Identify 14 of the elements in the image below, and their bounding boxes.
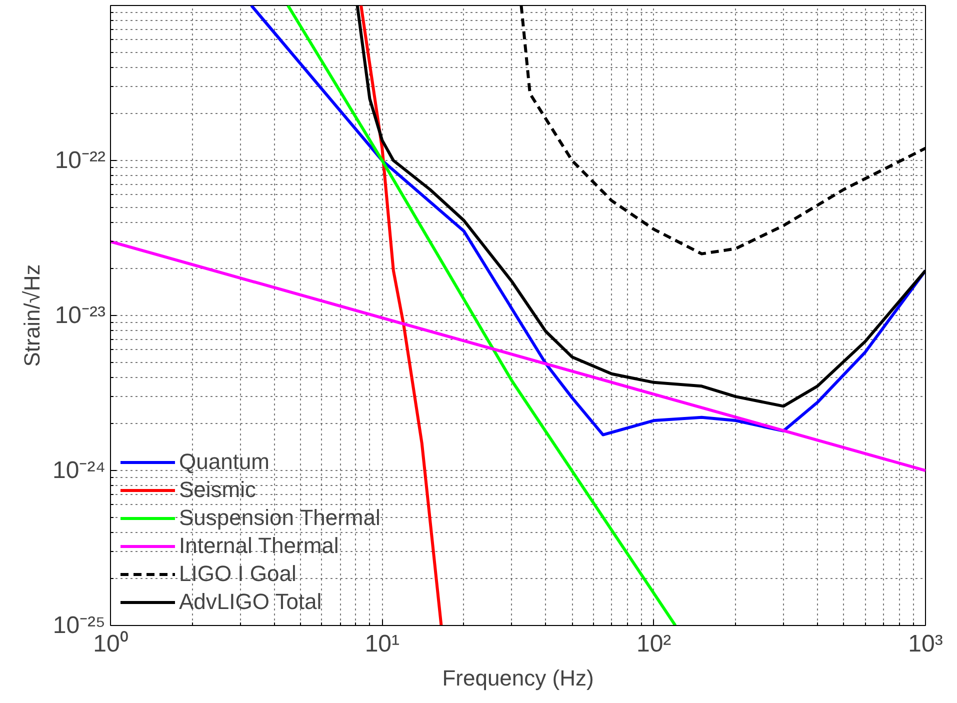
legend-label: Suspension Thermal	[179, 505, 380, 531]
legend-label: Seismic	[179, 477, 256, 503]
y-tick-label: 10⁻²²	[54, 147, 106, 174]
y-axis-title: Strain/√Hz	[20, 264, 44, 367]
y-tick-label: 10⁻²⁴	[52, 457, 106, 484]
legend-label: Quantum	[179, 449, 270, 475]
x-tick-label: 10¹	[364, 630, 400, 658]
legend-label: Internal Thermal	[179, 533, 339, 559]
x-axis-title: Frequency (Hz)	[442, 666, 594, 690]
legend-label: LIGO I Goal	[179, 561, 296, 587]
y-tick-label: 10⁻²³	[54, 302, 106, 329]
x-tick-label: 10²	[636, 630, 672, 658]
x-tick-label: 10³	[908, 630, 943, 658]
legend-label: AdvLIGO Total	[179, 589, 322, 615]
